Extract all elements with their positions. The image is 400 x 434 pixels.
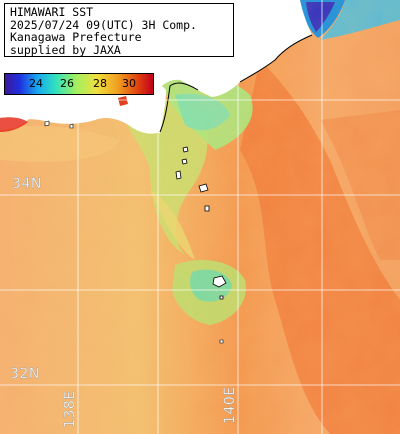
title-box: HIMAWARI SST 2025/07/24 09(UTC) 3H Comp.… <box>4 3 234 57</box>
island-toshima <box>182 146 189 153</box>
warm-spot-izu <box>118 96 128 106</box>
lat-label-32n: 32N <box>10 366 40 382</box>
coast-shadow <box>239 34 313 83</box>
scale-tick-26: 26 <box>60 77 74 90</box>
coast-shadow-bay <box>159 82 199 133</box>
warm-spot-west <box>0 117 28 132</box>
island-niijima <box>175 170 182 180</box>
scale-tick-28: 28 <box>93 77 107 90</box>
temperature-scale-bar: 24 26 28 30 <box>4 73 154 95</box>
title-line-4: supplied by JAXA <box>10 42 121 57</box>
island-hachijo <box>212 275 227 288</box>
island-kozu <box>181 158 188 165</box>
island-coast-rocks <box>44 120 74 129</box>
title-line-3: Kanagawa Prefecture <box>10 30 142 44</box>
scale-tick-30: 30 <box>122 77 136 90</box>
lon-label-138e: 138E <box>62 390 78 428</box>
island-small-1 <box>219 339 224 344</box>
land-izu-peninsula <box>139 83 166 134</box>
island-aogashima <box>219 295 224 300</box>
island-oshima <box>198 183 209 193</box>
land-boso <box>240 0 300 68</box>
lon-label-140e: 140E <box>222 386 238 424</box>
scale-tick-24: 24 <box>29 77 43 90</box>
title-line-1: HIMAWARI SST <box>10 5 94 19</box>
title-line-2: 2025/07/24 09(UTC) 3H Comp. <box>10 17 197 32</box>
island-miyake <box>204 205 210 212</box>
lat-label-34n: 34N <box>12 176 42 192</box>
